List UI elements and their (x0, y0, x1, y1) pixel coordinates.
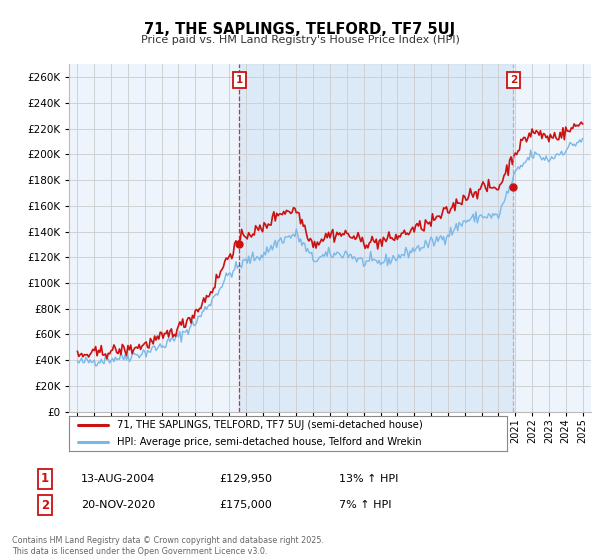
Text: £175,000: £175,000 (219, 500, 272, 510)
Bar (239, 64, 514, 412)
Text: HPI: Average price, semi-detached house, Telford and Wrekin: HPI: Average price, semi-detached house,… (117, 437, 422, 447)
Text: 20-NOV-2020: 20-NOV-2020 (81, 500, 155, 510)
Text: 7% ↑ HPI: 7% ↑ HPI (339, 500, 391, 510)
Text: Contains HM Land Registry data © Crown copyright and database right 2025.
This d: Contains HM Land Registry data © Crown c… (12, 536, 324, 556)
Text: 13% ↑ HPI: 13% ↑ HPI (339, 474, 398, 484)
Text: 2: 2 (41, 498, 49, 512)
Text: 1: 1 (41, 472, 49, 486)
Text: 1: 1 (236, 75, 243, 85)
Text: 2: 2 (510, 75, 517, 85)
Text: 13-AUG-2004: 13-AUG-2004 (81, 474, 155, 484)
Text: Price paid vs. HM Land Registry's House Price Index (HPI): Price paid vs. HM Land Registry's House … (140, 35, 460, 45)
Text: £129,950: £129,950 (219, 474, 272, 484)
Text: 71, THE SAPLINGS, TELFORD, TF7 5UJ (semi-detached house): 71, THE SAPLINGS, TELFORD, TF7 5UJ (semi… (117, 420, 423, 430)
Text: 71, THE SAPLINGS, TELFORD, TF7 5UJ: 71, THE SAPLINGS, TELFORD, TF7 5UJ (145, 22, 455, 38)
